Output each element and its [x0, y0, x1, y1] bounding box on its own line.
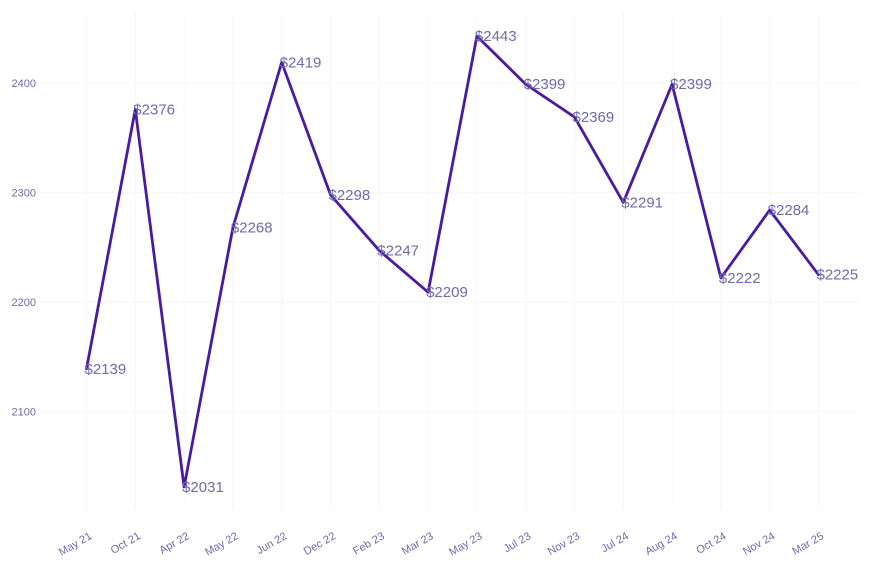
grid [40, 12, 860, 510]
data-label: $2443 [475, 28, 517, 45]
series-line [85, 34, 820, 489]
x-tick-label: Jul 24 [599, 530, 630, 555]
data-label: $2369 [573, 109, 615, 126]
x-tick-label: Dec 22 [302, 530, 338, 558]
y-tick-label: 2300 [12, 188, 36, 200]
data-label: $2225 [817, 267, 859, 284]
y-tick-label: 2200 [12, 297, 36, 309]
x-tick-label: Aug 24 [643, 530, 679, 558]
data-label: $2247 [377, 243, 419, 260]
x-tick-label: May 21 [57, 530, 94, 558]
x-tick-label: Oct 24 [694, 530, 728, 557]
x-tick-label: Jun 22 [255, 530, 290, 557]
x-tick-label: Feb 23 [351, 530, 387, 558]
x-tick-label: May 22 [203, 530, 240, 558]
data-label: $2284 [768, 202, 810, 219]
x-tick-label: Apr 22 [158, 530, 192, 557]
data-label: $2031 [182, 479, 224, 496]
y-tick-label: 2100 [12, 406, 36, 418]
data-label: $2376 [133, 101, 175, 118]
x-tick-label: Nov 23 [546, 530, 582, 558]
x-tick-label: Oct 21 [109, 530, 143, 557]
data-label: $2291 [621, 194, 663, 211]
data-labels: $2139 $2376 $2031 $2268 $2419 $2298 $2247 $2209… [85, 28, 859, 496]
x-axis-ticks: May 21 Oct 21 Apr 22 May 22 Jun 22 Dec 22 Feb … [57, 530, 826, 558]
y-axis-ticks: 2100 2200 2300 2400 [12, 78, 36, 418]
x-tick-label: Jul 23 [502, 530, 533, 555]
data-label: $2419 [280, 54, 322, 71]
x-tick-label: Nov 24 [741, 530, 777, 558]
y-tick-label: 2400 [12, 78, 36, 90]
data-label: $2399 [670, 76, 712, 93]
data-label: $2399 [524, 76, 566, 93]
x-tick-label: Mar 25 [790, 530, 826, 558]
data-label: $2268 [231, 220, 273, 237]
data-label: $2298 [329, 187, 371, 204]
x-tick-label: May 23 [447, 530, 484, 558]
data-label: $2222 [719, 270, 761, 287]
x-tick-label: Mar 23 [400, 530, 436, 558]
data-label: $2139 [85, 361, 127, 378]
data-label: $2209 [426, 284, 468, 301]
